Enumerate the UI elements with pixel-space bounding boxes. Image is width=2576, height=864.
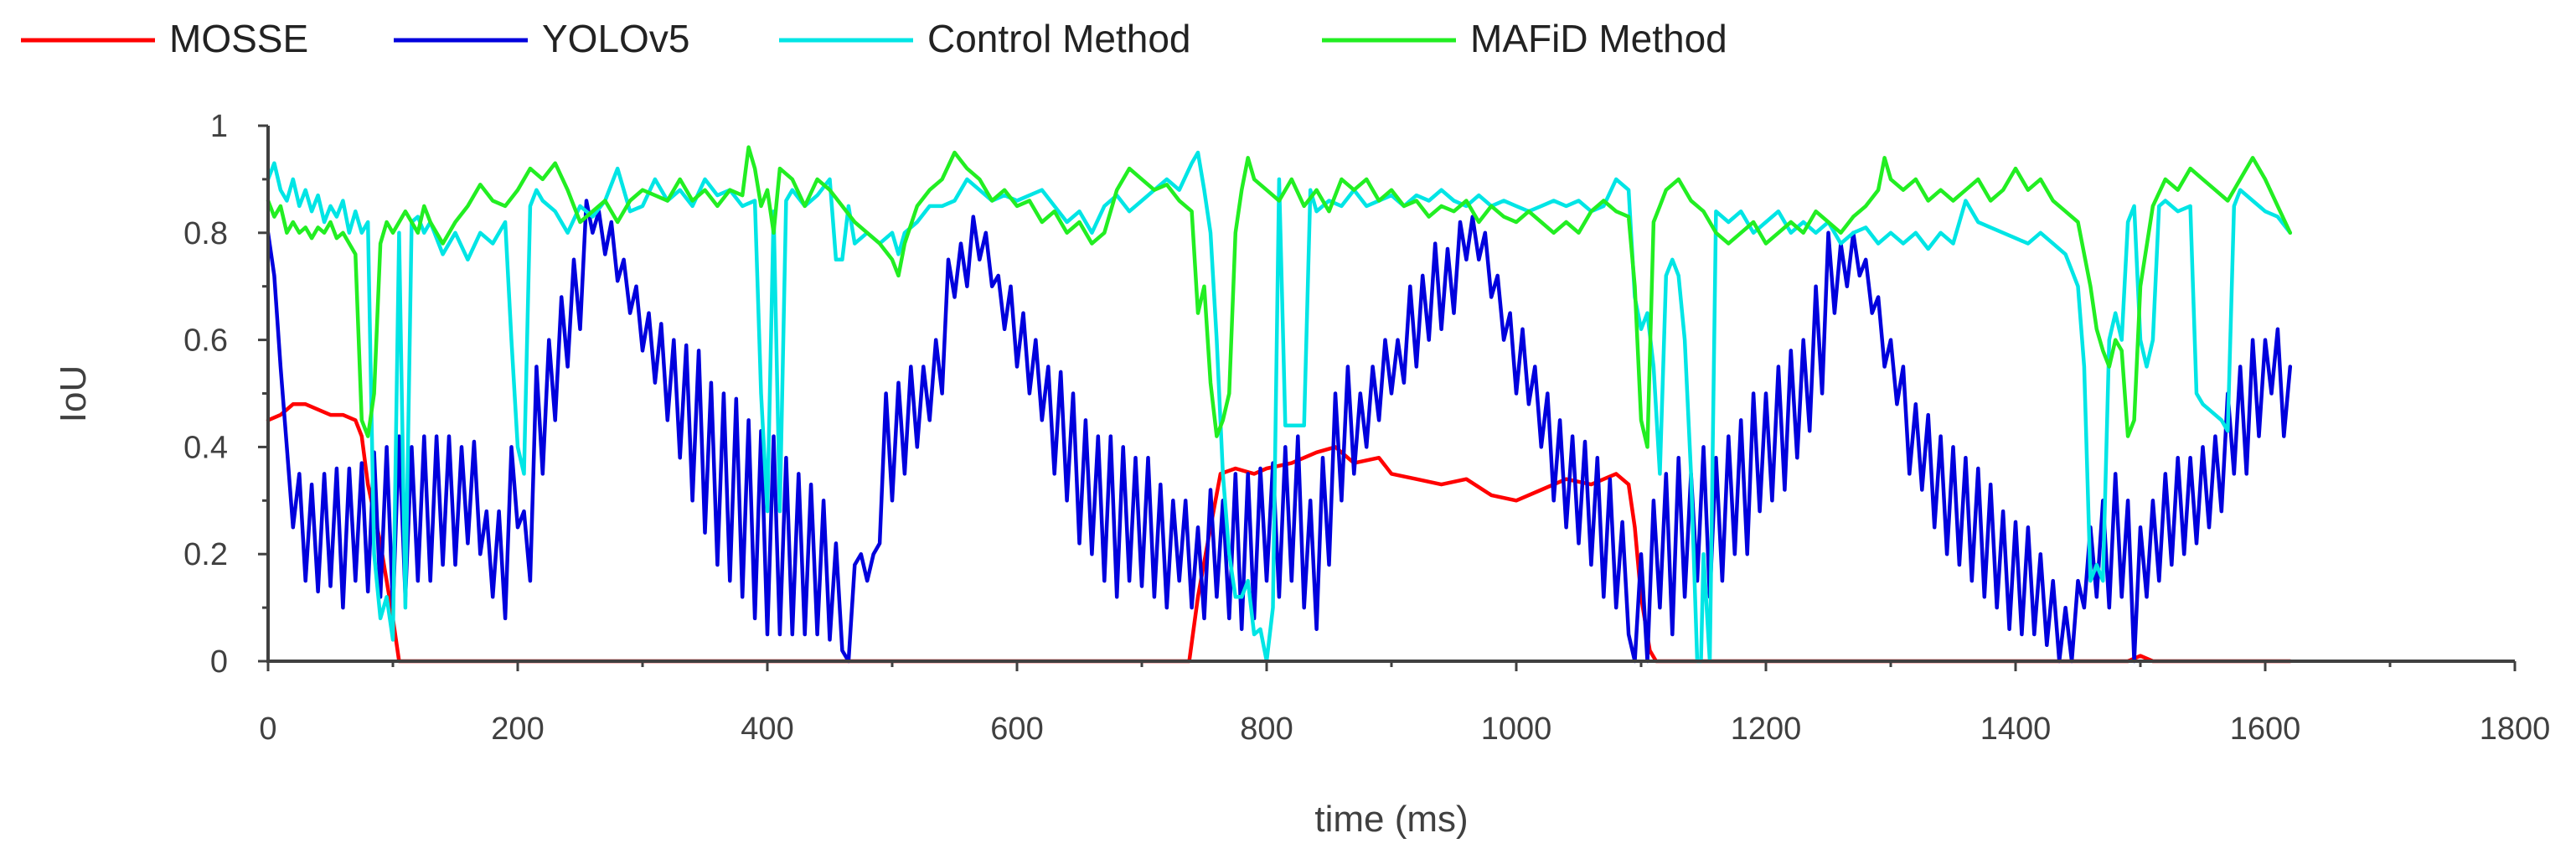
x-tick-label: 0 [259,711,276,747]
y-axis-title: IoU [53,365,94,422]
y-tick-label: 0.4 [183,430,228,465]
chart-axes: 0 200 400 600 800 1000 1200 1400 1600 1800 0 0.2 0.… [183,109,2550,747]
legend-label-control-method: Control Method [927,17,1191,60]
series-line-mosse [266,402,2293,664]
x-tick-label: 600 [990,711,1043,747]
series-line-control-method [266,150,2293,664]
y-tick-label: 0.2 [183,537,228,572]
x-tick-label: 1800 [2480,711,2551,747]
x-tick-label: 200 [491,711,544,747]
legend-label-mosse: MOSSE [169,17,308,60]
y-tick-label: 0 [210,644,228,680]
x-tick-label: 1600 [2230,711,2301,747]
x-tick-label: 1000 [1481,711,1552,747]
x-tick-label: 1200 [1731,711,1802,747]
x-axis-ticks: 0 200 400 600 800 1000 1200 1400 1600 1800 [259,661,2550,747]
plot-series-group [266,145,2293,664]
y-axis-ticks: 0 0.2 0.4 0.6 0.8 1 [183,109,268,680]
x-tick-label: 800 [1240,711,1293,747]
x-axis-title: time (ms) [1314,799,1468,840]
series-line-yolov5 [266,199,2293,664]
legend-label-yolov5: YOLOv5 [542,17,689,60]
x-tick-label: 1400 [1980,711,2052,747]
y-tick-label: 0.8 [183,216,228,251]
series-line-mafid-method [266,145,2293,449]
y-tick-label: 0.6 [183,323,228,359]
x-tick-label: 400 [741,711,793,747]
chart-legend: MOSSE YOLOv5 Control Method MAFiD Method [21,17,1727,60]
legend-label-mafid-method: MAFiD Method [1470,17,1727,60]
y-tick-label: 1 [210,109,228,144]
